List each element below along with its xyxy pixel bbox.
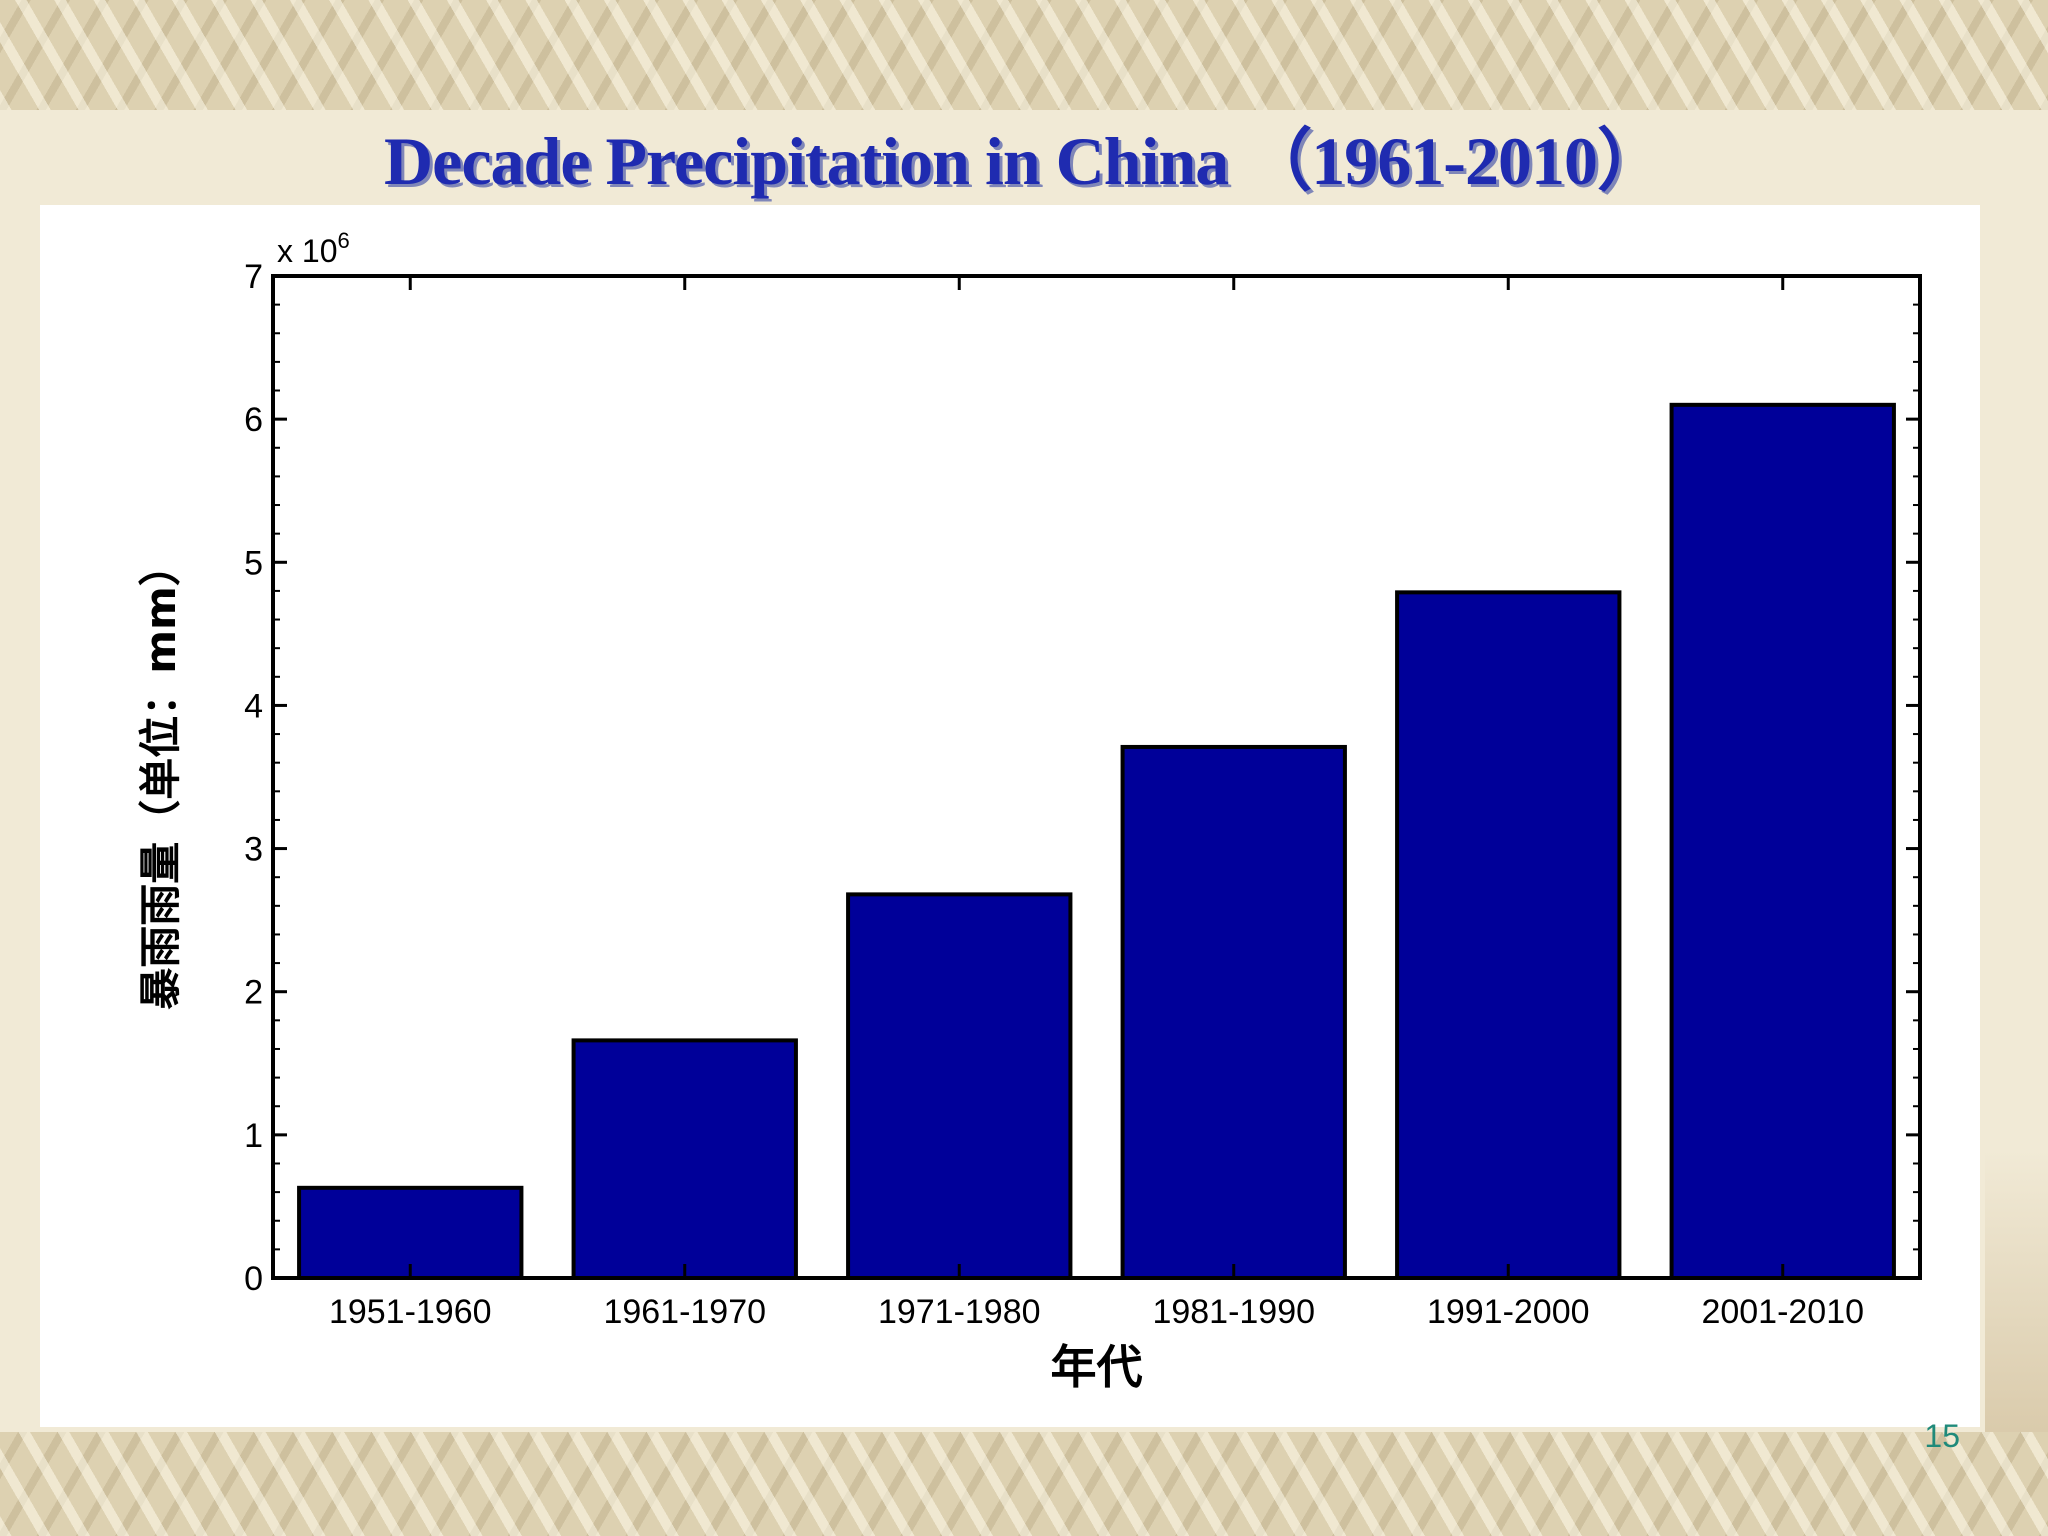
y-multiplier-base: x 10 xyxy=(277,233,337,269)
x-tick-label: 1981-1990 xyxy=(1152,1293,1315,1331)
y-multiplier-exponent: 6 xyxy=(337,228,349,253)
y-tick-label: 3 xyxy=(244,831,263,869)
y-tick-label: 2 xyxy=(244,974,263,1012)
decorative-bottom-band xyxy=(0,1432,2048,1536)
y-axis-multiplier: x 106 xyxy=(277,228,350,269)
x-axis-tick-labels: 1951-1960 1961-1970 1971-1980 1981-1990 1991… xyxy=(329,276,1864,1331)
x-tick-label: 1951-1960 xyxy=(329,1293,492,1331)
bar xyxy=(1120,744,1347,1280)
bar xyxy=(1395,590,1622,1280)
bar xyxy=(297,1185,524,1281)
bar xyxy=(571,1038,798,1281)
x-tick-label: 1971-1980 xyxy=(878,1293,1041,1331)
slide-title: Decade Precipitation in China （1961-2010… xyxy=(384,123,1665,199)
page-number: 15 xyxy=(1924,1418,1960,1454)
y-tick-label: 0 xyxy=(244,1260,263,1298)
x-tick-label: 1991-2000 xyxy=(1427,1293,1590,1331)
axes-frame xyxy=(271,274,1922,1280)
y-tick-label: 7 xyxy=(244,258,263,296)
bar xyxy=(1669,402,1896,1281)
decorative-top-band xyxy=(0,0,2048,110)
y-tick-label: 4 xyxy=(244,687,263,725)
chart-panel: 0 1 2 3 4 5 6 7 1951-1960 1961-1970 1971-1980 1981… xyxy=(40,205,1980,1427)
y-tick-label: 6 xyxy=(244,401,263,439)
bars xyxy=(297,402,1896,1281)
y-tick-label: 5 xyxy=(244,544,263,582)
x-tick-label: 2001-2010 xyxy=(1701,1293,1864,1331)
y-axis-title: 暴雨雨量（单位：mm） xyxy=(136,544,185,1010)
y-axis-ticks: 0 1 2 3 4 5 6 7 xyxy=(244,258,1920,1298)
decorative-right-ornament xyxy=(1985,1150,2048,1432)
bar-chart: 0 1 2 3 4 5 6 7 1951-1960 1961-1970 1971-1980 1981… xyxy=(136,228,1922,1394)
x-axis-title: 年代 xyxy=(1051,1340,1143,1394)
x-tick-label: 1961-1970 xyxy=(603,1293,766,1331)
y-tick-label: 1 xyxy=(244,1117,263,1155)
bar xyxy=(846,892,1073,1280)
